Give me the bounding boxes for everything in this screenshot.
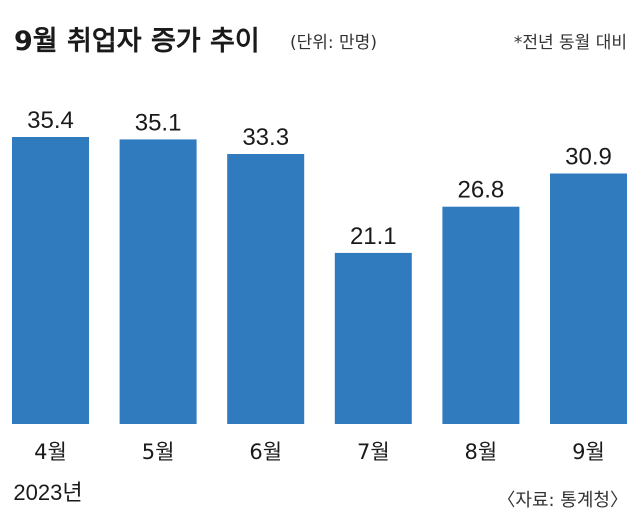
- category-label-1: 4월: [34, 440, 67, 464]
- chart-title: 9월 취업자 증가 추이: [14, 26, 260, 57]
- value-label-6: 30.9: [565, 144, 612, 171]
- category-label-2: 5월: [142, 440, 175, 464]
- category-label-6: 9월: [572, 440, 605, 464]
- category-label-3: 6월: [249, 440, 282, 464]
- value-label-5: 26.8: [458, 177, 505, 204]
- value-label-1: 35.4: [27, 107, 74, 134]
- unit-label: (단위: 만명): [290, 33, 377, 53]
- source-label: 〈자료: 통계청〉: [497, 490, 628, 511]
- value-label-2: 35.1: [135, 109, 182, 136]
- bar-2: [119, 139, 197, 424]
- bar-1: [12, 137, 89, 424]
- bars-group: 35.4 4월 35.1 5월 33.3 6월 21.1 7월 26.8 8월 30.9 9월: [12, 107, 627, 464]
- category-label-4: 7월: [357, 440, 390, 464]
- year-label: 2023년: [13, 480, 82, 505]
- bar-4: [334, 252, 412, 424]
- value-label-4: 21.1: [350, 223, 397, 250]
- category-label-5: 8월: [465, 440, 498, 464]
- bar-3: [227, 154, 305, 424]
- bar-6: [550, 173, 627, 424]
- value-label-3: 33.3: [242, 124, 289, 151]
- comparison-note: *전년 동월 대비: [514, 33, 627, 53]
- bar-5: [442, 206, 520, 424]
